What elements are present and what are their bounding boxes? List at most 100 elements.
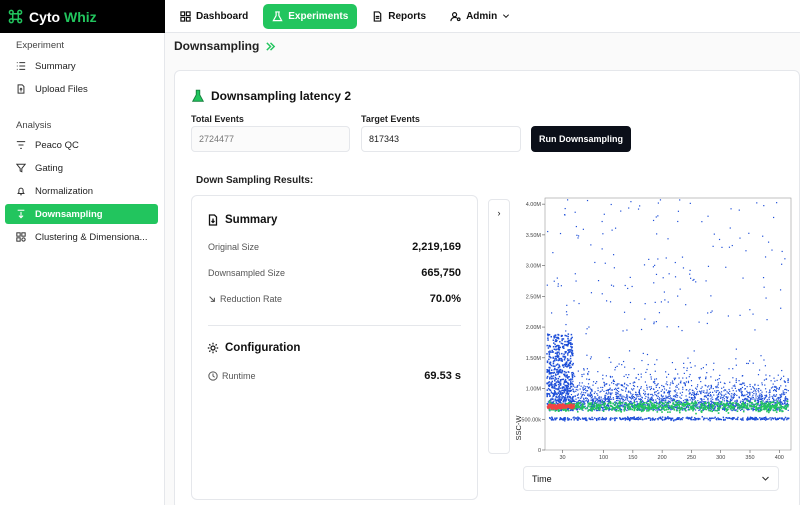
run-downsampling-button[interactable]: Run Downsampling bbox=[531, 126, 631, 152]
scatter-point bbox=[586, 390, 588, 392]
scatter-point bbox=[567, 337, 569, 340]
scatter-point bbox=[630, 397, 632, 399]
density-point bbox=[682, 403, 685, 406]
scatter-point bbox=[557, 366, 560, 369]
density-point bbox=[609, 401, 612, 403]
scatter-point bbox=[675, 393, 677, 396]
scatter-point bbox=[677, 417, 679, 419]
scatter-point bbox=[714, 401, 716, 404]
density-point bbox=[690, 405, 693, 408]
density-point bbox=[675, 409, 678, 412]
scatter-point bbox=[547, 387, 550, 390]
density-point bbox=[761, 402, 764, 404]
y-tick-label: 1.50M bbox=[526, 356, 542, 362]
scatter-point bbox=[650, 387, 652, 390]
scatter-point bbox=[781, 401, 783, 403]
top-nav: Dashboard Experiments Reports Admin bbox=[165, 0, 800, 33]
total-events-input[interactable]: 2724477 bbox=[191, 126, 350, 152]
scatter-point bbox=[593, 405, 595, 407]
scatter-point bbox=[572, 352, 574, 355]
scatter-point bbox=[747, 409, 749, 411]
scatter-point bbox=[667, 416, 669, 418]
scatter-point bbox=[778, 408, 781, 410]
density-point bbox=[639, 404, 641, 407]
sidebar-item-gating[interactable]: Gating bbox=[5, 158, 158, 178]
density-point bbox=[756, 403, 758, 406]
scatter-point bbox=[585, 386, 587, 388]
sidebar-item-normalization[interactable]: Normalization bbox=[5, 181, 158, 201]
sidebar-item-upload-files[interactable]: Upload Files bbox=[5, 79, 158, 99]
density-point bbox=[600, 405, 602, 407]
sidebar-item-downsampling[interactable]: Downsampling bbox=[5, 204, 158, 224]
scatter-point bbox=[564, 384, 567, 387]
scatter-point bbox=[652, 400, 654, 402]
scatter-point bbox=[673, 419, 675, 421]
scatter-point bbox=[787, 409, 789, 411]
scatter-point bbox=[552, 345, 555, 348]
density-point bbox=[633, 401, 636, 404]
scatter-point bbox=[676, 405, 678, 407]
scatter-point bbox=[556, 393, 558, 396]
density-point bbox=[640, 404, 643, 407]
panel-toggle-button[interactable]: › bbox=[488, 199, 510, 454]
scatter-point bbox=[563, 392, 565, 394]
scatter-point bbox=[748, 232, 750, 234]
nav-dashboard[interactable]: Dashboard bbox=[171, 4, 257, 29]
scatter-point bbox=[785, 403, 788, 405]
scatter-point bbox=[566, 395, 569, 398]
scatter-point bbox=[555, 357, 557, 360]
nav-admin[interactable]: Admin bbox=[441, 4, 519, 29]
scatter-point bbox=[589, 417, 591, 420]
scatter-point bbox=[744, 403, 746, 405]
scatter-point bbox=[557, 381, 560, 384]
density-hot-point bbox=[554, 405, 557, 408]
density-point bbox=[649, 408, 651, 411]
density-hot-point bbox=[567, 406, 570, 409]
scatter-point bbox=[783, 403, 786, 405]
scatter-point bbox=[652, 394, 654, 397]
x-axis-select[interactable]: Time bbox=[523, 466, 779, 491]
scatter-point bbox=[649, 373, 651, 376]
scatter-point bbox=[674, 419, 677, 421]
scatter-point bbox=[593, 398, 595, 400]
scatter-point bbox=[556, 339, 558, 342]
scatter-point bbox=[551, 386, 553, 389]
scatter-point bbox=[577, 400, 579, 402]
nav-reports[interactable]: Reports bbox=[363, 4, 435, 29]
scatter-point bbox=[712, 401, 715, 403]
scatter-point bbox=[572, 380, 574, 382]
scatter-point bbox=[773, 395, 775, 397]
scatter-point bbox=[756, 202, 758, 204]
scatter-point bbox=[699, 407, 701, 409]
scatter-point bbox=[554, 398, 556, 401]
scatter-point bbox=[590, 409, 592, 412]
scatter-point bbox=[566, 397, 569, 399]
density-point bbox=[668, 405, 671, 407]
sidebar-item-clustering[interactable]: Clustering & Dimensiona... bbox=[5, 227, 158, 247]
scatter-point bbox=[565, 394, 567, 396]
scatter-point bbox=[566, 384, 568, 387]
density-point bbox=[590, 402, 593, 404]
density-point bbox=[571, 403, 574, 405]
scatter-point bbox=[749, 418, 751, 421]
scatter-point bbox=[550, 369, 553, 371]
card-title: Downsampling latency 2 bbox=[191, 89, 351, 103]
scatter-point bbox=[658, 397, 661, 399]
scatter-point bbox=[765, 394, 768, 396]
scatter-point bbox=[559, 346, 561, 349]
scatter-point bbox=[616, 385, 618, 387]
scatter-point bbox=[670, 382, 672, 384]
target-events-input[interactable]: 817343 bbox=[361, 126, 521, 152]
scatter-point bbox=[747, 399, 749, 401]
brand-logo[interactable]: Cyto Whiz bbox=[0, 0, 165, 33]
sidebar-item-peaco-qc[interactable]: Peaco QC bbox=[5, 135, 158, 155]
density-point bbox=[700, 405, 703, 408]
sidebar-item-summary[interactable]: Summary bbox=[5, 56, 158, 76]
nav-experiments[interactable]: Experiments bbox=[263, 3, 358, 29]
scatter-point bbox=[741, 418, 743, 420]
scatter-point bbox=[609, 375, 612, 378]
density-point bbox=[552, 403, 555, 405]
scatter-point bbox=[588, 394, 590, 396]
density-point bbox=[639, 409, 641, 411]
scatter-point bbox=[567, 377, 569, 379]
